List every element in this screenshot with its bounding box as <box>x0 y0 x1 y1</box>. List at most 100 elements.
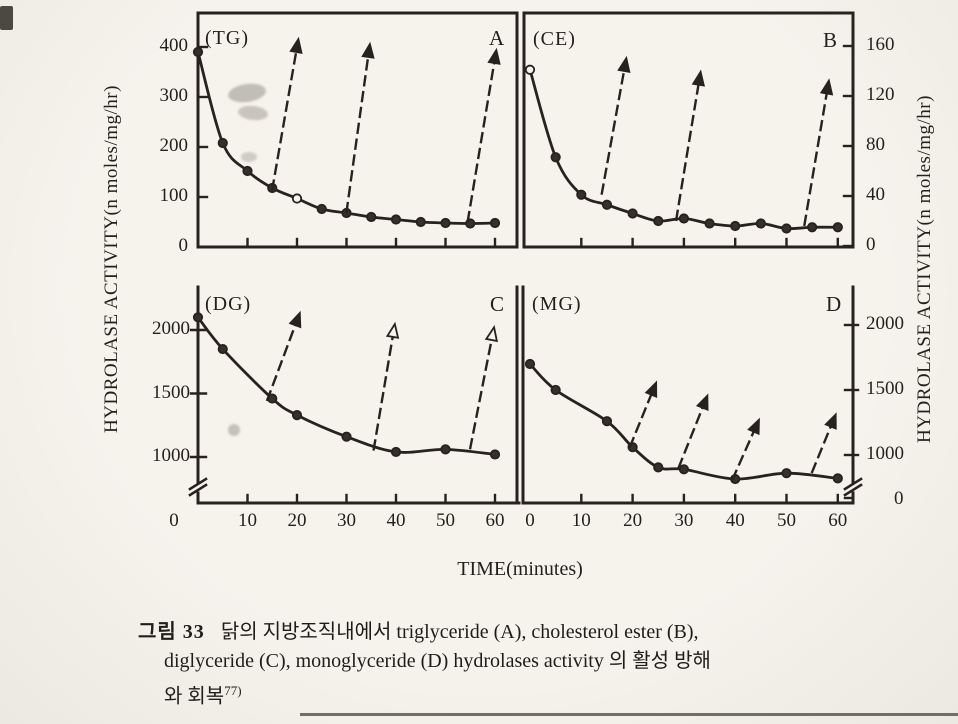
data-point-A <box>291 193 303 204</box>
x-tick-label-c: 20 <box>287 510 307 531</box>
caption-text-3: 와 회복 <box>164 685 225 708</box>
recovery-arrowhead-D <box>824 412 837 430</box>
data-point-C <box>489 449 501 460</box>
y-tick-label-a: 300 <box>159 85 189 106</box>
recovery-arrowhead-D <box>747 417 760 436</box>
data-point-B <box>678 213 690 224</box>
data-point-B <box>653 215 664 227</box>
recovery-dashed-line-C <box>265 318 299 402</box>
recovery-arrowhead-A <box>487 47 501 65</box>
y-tick-label-a: 0 <box>178 235 189 256</box>
data-point-C <box>341 431 352 442</box>
recovery-dashed-line-A <box>270 45 299 191</box>
data-point-D <box>550 384 561 396</box>
scan-corner-mark <box>0 6 13 30</box>
y-tick-label-b: 0 <box>866 234 876 255</box>
y-tick-label-c: 1000 <box>152 445 190 466</box>
recovery-arrowhead-D <box>644 380 658 399</box>
recovery-dashed-line-B <box>600 64 627 195</box>
x-tick-label-d: 60 <box>828 510 848 531</box>
data-point-A <box>390 214 402 225</box>
data-point-B <box>781 223 792 234</box>
panel-a-tag: (TG) <box>205 27 249 49</box>
data-point-B <box>704 218 715 229</box>
y-tick-label-a: 400 <box>159 35 189 56</box>
data-point-A <box>192 46 204 58</box>
recovery-dashed-line-D <box>810 420 835 474</box>
data-point-A <box>415 216 426 228</box>
recovery-arrowhead-B <box>617 55 631 74</box>
x-tick-label-c: 40 <box>386 510 406 531</box>
x-tick-label-d: 50 <box>777 510 796 531</box>
data-point-C <box>440 444 451 455</box>
caption-number: 그림 33 <box>138 621 205 643</box>
data-point-D <box>601 416 613 427</box>
y-tick-label-c: 1500 <box>152 381 190 403</box>
data-point-A <box>217 137 228 149</box>
caption-reference: 77) <box>224 683 242 698</box>
recovery-dashed-line-D <box>731 425 758 481</box>
panel-d-tag: (MG) <box>532 293 582 315</box>
caption-line-3: 와 회복77) <box>138 676 938 712</box>
recovery-dashed-line-B <box>674 78 701 222</box>
y-tick-label-c: 2000 <box>152 318 190 339</box>
x-tick-label-c: 0 <box>169 510 179 531</box>
y-tick-label-d: 1000 <box>866 443 904 464</box>
recovery-dashed-line-C <box>372 330 395 451</box>
x-tick-label-d: 30 <box>674 510 694 531</box>
axis-break-mark <box>843 477 863 491</box>
data-point-D <box>678 464 690 475</box>
right-y-axis-title: HYDROLASE ACTIVITY(n moles/mg/hr) <box>914 95 935 443</box>
data-point-D <box>653 462 664 473</box>
recovery-dashed-line-B <box>803 87 829 227</box>
data-point-A <box>489 217 501 229</box>
y-tick-label-d: 2000 <box>866 313 904 334</box>
x-tick-label-c: 30 <box>337 510 356 531</box>
x-tick-label-c: 10 <box>238 510 257 531</box>
x-tick-label-d: 20 <box>623 510 643 531</box>
data-point-B <box>755 218 766 229</box>
x-tick-label-d: 10 <box>571 510 591 531</box>
caption-line-2: diglyceride (C), monoglyceride (D) hydro… <box>164 650 711 672</box>
panel-b-tag: (CE) <box>533 28 576 50</box>
data-point-C <box>291 409 303 421</box>
recovery-arrowhead-A <box>289 36 303 54</box>
recovery-arrowhead-B <box>819 78 834 96</box>
recovery-arrowhead-C <box>484 324 499 343</box>
curve-D <box>528 362 840 481</box>
recovery-arrowhead-C <box>385 321 400 339</box>
recovery-arrowhead-C <box>288 310 302 329</box>
data-point-C <box>192 312 204 323</box>
data-point-D <box>832 473 843 484</box>
caption-text-1: 닭의 지방조직내에서 triglyceride (A), cholesterol… <box>220 621 699 643</box>
data-point-D <box>781 468 792 479</box>
y-tick-label-d: 0 <box>894 488 904 509</box>
x-axis-title: TIME(minutes) <box>457 558 583 580</box>
recovery-dashed-line-D <box>628 388 655 449</box>
axis-break-mark <box>843 483 863 497</box>
recovery-dashed-line-C <box>468 333 494 450</box>
figure-caption: 그림 33 닭의 지방조직내에서 triglyceride (A), choles… <box>138 618 938 712</box>
axis-break-mark <box>188 483 208 497</box>
y-tick-label-d: 1500 <box>866 378 904 399</box>
panel-c-letter: C <box>490 292 505 316</box>
data-point-B <box>550 152 561 163</box>
data-point-B <box>576 189 587 200</box>
data-point-A <box>242 165 253 177</box>
recovery-arrowhead-A <box>361 41 375 59</box>
x-tick-label-c: 50 <box>436 510 455 531</box>
recovery-arrowhead-B <box>691 69 705 87</box>
data-point-A <box>316 203 327 215</box>
data-point-B <box>601 199 613 210</box>
page-bottom-rule <box>300 713 958 716</box>
data-point-B <box>730 220 741 232</box>
x-tick-label-d: 40 <box>725 510 745 531</box>
panel-b-letter: B <box>823 28 838 52</box>
left-y-axis-title: HYDROLASE ACTIVITY(n moles/mg/hr) <box>101 85 122 433</box>
data-point-D <box>524 358 536 370</box>
recovery-arrowhead-D <box>695 393 709 411</box>
recovery-dashed-line-A <box>345 50 371 214</box>
data-point-C <box>390 446 402 458</box>
